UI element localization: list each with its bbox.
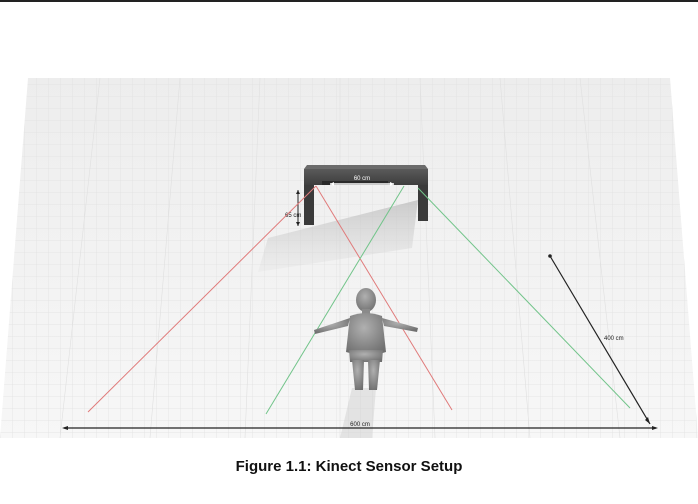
table-height-dimension xyxy=(296,190,300,226)
table-height-label: 65 cm xyxy=(285,213,301,219)
width-label: 600 cm xyxy=(350,422,370,428)
depth-label: 400 cm xyxy=(604,336,624,342)
green-fov-lines xyxy=(265,185,631,415)
person-figure xyxy=(314,288,418,390)
top-rule xyxy=(0,0,698,2)
red-fov-lines xyxy=(87,185,453,413)
person-shadow xyxy=(340,388,376,438)
table-width-label: 60 cm xyxy=(354,176,370,182)
floor-plane xyxy=(0,77,698,439)
depth-dimension xyxy=(548,254,651,425)
kinect-sensor-icon xyxy=(322,181,388,185)
figure-caption: Figure 1.1: Kinect Sensor Setup xyxy=(235,458,463,475)
table-width-dimension xyxy=(330,182,394,186)
width-dimension xyxy=(62,426,658,430)
table-shadow xyxy=(258,200,418,272)
